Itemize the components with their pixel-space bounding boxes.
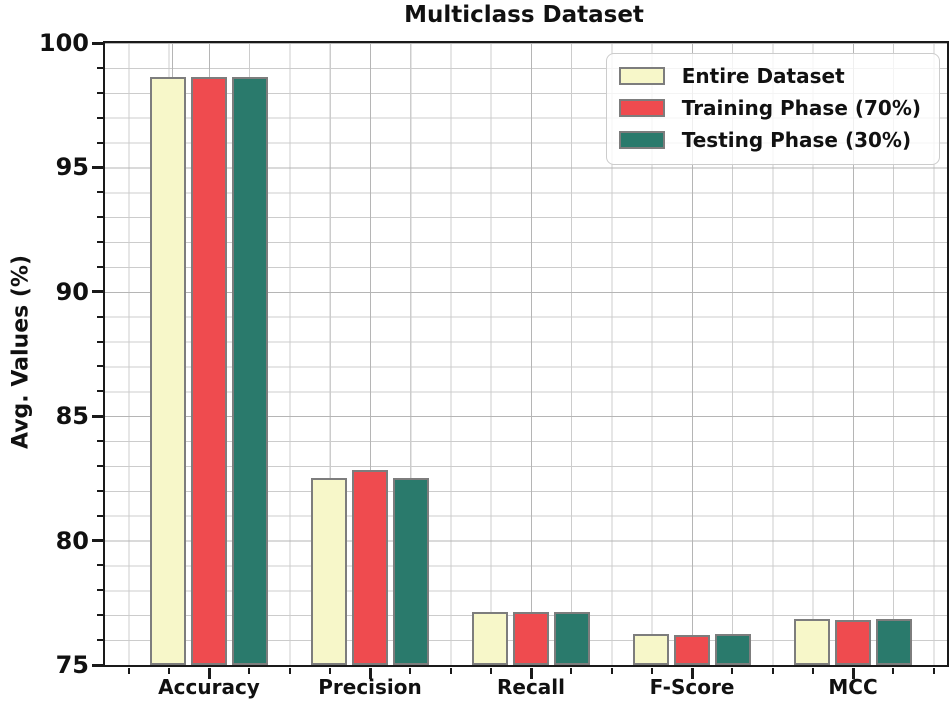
- bar: [554, 611, 590, 665]
- y-minor-tick: [97, 141, 103, 144]
- x-tick-label: Accuracy: [158, 675, 260, 699]
- legend-swatch-entire-dataset: [618, 67, 665, 85]
- x-tick-label: Precision: [318, 675, 422, 699]
- x-tick-label: MCC: [828, 675, 878, 699]
- y-major-tick: [92, 539, 103, 543]
- chart-title: Multiclass Dataset: [404, 2, 644, 28]
- plot-area: Entire Dataset Training Phase (70%) Test…: [39, 29, 949, 699]
- bar: [191, 76, 227, 665]
- x-minor-tick: [570, 668, 573, 674]
- y-tick-label: 85: [55, 402, 89, 431]
- legend: Entire Dataset Training Phase (70%) Test…: [605, 53, 940, 165]
- x-major-tick: [529, 668, 533, 679]
- y-tick-label: 95: [55, 153, 89, 182]
- y-major-tick: [92, 414, 103, 418]
- bar-group-precision: [311, 469, 429, 665]
- y-minor-tick: [97, 440, 103, 443]
- y-minor-tick: [97, 614, 103, 617]
- x-minor-tick: [127, 668, 130, 674]
- x-major-tick: [207, 668, 211, 679]
- y-minor-tick: [97, 589, 103, 592]
- legend-item: Entire Dataset: [618, 64, 921, 88]
- x-minor-tick: [288, 668, 291, 674]
- legend-label: Entire Dataset: [681, 64, 845, 88]
- bar: [633, 633, 669, 665]
- bar: [232, 76, 268, 665]
- y-minor-tick: [97, 514, 103, 517]
- y-minor-tick: [97, 365, 103, 368]
- bar: [674, 635, 710, 665]
- legend-swatch-training-phase: [618, 99, 665, 117]
- x-major-tick: [851, 668, 855, 679]
- x-minor-tick: [771, 668, 774, 674]
- x-minor-tick: [167, 668, 170, 674]
- bar: [352, 469, 388, 665]
- y-minor-tick: [97, 66, 103, 69]
- y-minor-tick: [97, 390, 103, 393]
- y-tick-label: 80: [55, 526, 89, 555]
- legend-item: Training Phase (70%): [618, 96, 921, 120]
- y-minor-tick: [97, 216, 103, 219]
- x-major-tick: [690, 668, 694, 679]
- x-major-tick: [368, 668, 372, 679]
- bar: [835, 620, 871, 665]
- x-minor-tick: [892, 668, 895, 674]
- y-minor-tick: [97, 639, 103, 642]
- x-minor-tick: [610, 668, 613, 674]
- x-minor-tick: [731, 668, 734, 674]
- y-major-tick: [92, 290, 103, 294]
- y-minor-tick: [97, 340, 103, 343]
- y-minor-tick: [97, 191, 103, 194]
- y-minor-tick: [97, 265, 103, 268]
- y-tick-label: 75: [55, 651, 89, 679]
- y-minor-tick: [97, 315, 103, 318]
- legend-item: Testing Phase (30%): [618, 128, 921, 152]
- x-minor-tick: [489, 668, 492, 674]
- y-minor-tick: [97, 464, 103, 467]
- bar: [794, 619, 830, 665]
- y-major-tick: [92, 663, 103, 667]
- y-minor-tick: [97, 564, 103, 567]
- bar-group-accuracy: [150, 76, 268, 665]
- legend-swatch-testing-phase: [618, 131, 665, 149]
- x-tick-label: F-Score: [649, 675, 735, 699]
- x-minor-tick: [932, 668, 935, 674]
- legend-label: Training Phase (70%): [681, 96, 921, 120]
- x-tick-label: Recall: [496, 675, 566, 699]
- bar-group-recall: [472, 611, 590, 665]
- y-major-tick: [92, 165, 103, 169]
- x-minor-tick: [650, 668, 653, 674]
- bar-group-f-score: [633, 633, 751, 665]
- bar: [393, 478, 429, 665]
- x-minor-tick: [409, 668, 412, 674]
- bar: [311, 478, 347, 665]
- y-axis-title: Avg. Values (%): [8, 254, 34, 450]
- x-minor-tick: [248, 668, 251, 674]
- x-minor-tick: [328, 668, 331, 674]
- bar: [513, 611, 549, 665]
- y-tick-label: 90: [55, 277, 89, 306]
- y-tick-label: 100: [38, 29, 89, 57]
- y-minor-tick: [97, 241, 103, 244]
- y-major-tick: [92, 41, 103, 45]
- y-minor-tick: [97, 91, 103, 94]
- bar: [876, 619, 912, 665]
- y-minor-tick: [97, 116, 103, 119]
- bar: [150, 76, 186, 665]
- bar: [472, 611, 508, 665]
- legend-label: Testing Phase (30%): [681, 128, 912, 152]
- bar-group-mcc: [794, 619, 912, 665]
- x-minor-tick: [811, 668, 814, 674]
- x-minor-tick: [449, 668, 452, 674]
- bar: [715, 633, 751, 665]
- y-minor-tick: [97, 489, 103, 492]
